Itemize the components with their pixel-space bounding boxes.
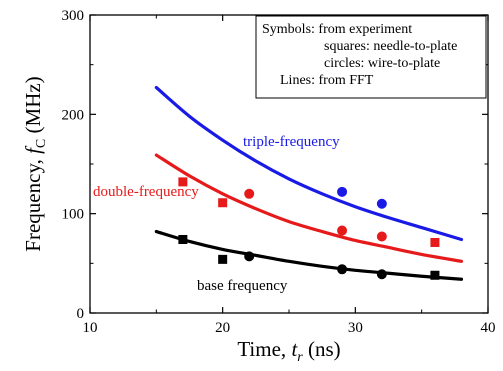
axes-layer: 10 20 30 40 0 100 200 300 <box>62 8 496 336</box>
series-line <box>154 229 464 281</box>
data-point-circle <box>376 269 387 280</box>
legend-box: Symbols: from experiment squares: needle-… <box>255 15 487 99</box>
series-label: double-frequency <box>93 184 199 200</box>
series-double-frequency <box>154 153 464 263</box>
legend-line: Symbols: from experiment <box>262 22 412 37</box>
y-axis-label-suffix: (MHz) <box>21 76 45 138</box>
series-base-frequency <box>154 229 464 281</box>
data-point-circle <box>244 188 255 199</box>
legend-frame <box>255 15 487 99</box>
x-axis-label-suffix: (ns) <box>303 337 341 361</box>
x-axis-label-var: t <box>291 337 298 361</box>
legend-line: circles: wire-to-plate <box>324 56 440 71</box>
x-axis-label-prefix: Time, <box>237 337 291 361</box>
legend-line: Lines: from FFT <box>280 73 374 88</box>
data-point-circle <box>244 251 255 262</box>
x-tick-label: 30 <box>348 320 363 336</box>
legend-line: squares: needle-to-plate <box>324 39 457 54</box>
x-tick-label: 10 <box>83 320 98 336</box>
y-tick-label: 0 <box>77 306 85 322</box>
x-tick-label: 40 <box>481 320 496 336</box>
data-point-circle <box>337 225 348 236</box>
y-axis-label: Frequency, fC (MHz) <box>21 76 49 251</box>
data-point-circle <box>337 264 348 275</box>
series-line <box>154 85 464 242</box>
data-point-square <box>430 270 440 280</box>
data-point-square <box>218 198 228 208</box>
x-axis-label-sub: r <box>297 350 303 365</box>
data-point-circle <box>337 186 348 197</box>
data-point-square <box>178 177 188 187</box>
y-tick-label: 200 <box>62 107 85 123</box>
series-label: triple-frequency <box>243 134 340 150</box>
y-tick-label: 100 <box>62 207 85 223</box>
y-axis-label-prefix: Frequency, <box>21 154 45 252</box>
data-point-square <box>178 234 188 244</box>
series-layer <box>154 85 464 281</box>
y-axis-label-sub: C <box>34 139 49 148</box>
series-line <box>154 153 464 263</box>
data-point-square <box>218 254 228 264</box>
y-tick-label: 300 <box>62 8 85 24</box>
data-point-circle <box>376 198 387 209</box>
series-label: base frequency <box>197 278 288 294</box>
data-point-circle <box>376 231 387 242</box>
labels-layer: triple-frequency double-frequency base fre… <box>21 76 341 365</box>
series-triple-frequency <box>154 85 464 242</box>
x-tick-label: 20 <box>215 320 230 336</box>
y-axis-label-var: f <box>21 145 45 154</box>
data-point-square <box>430 237 440 247</box>
x-axis-label: Time, tr (ns) <box>237 337 340 365</box>
